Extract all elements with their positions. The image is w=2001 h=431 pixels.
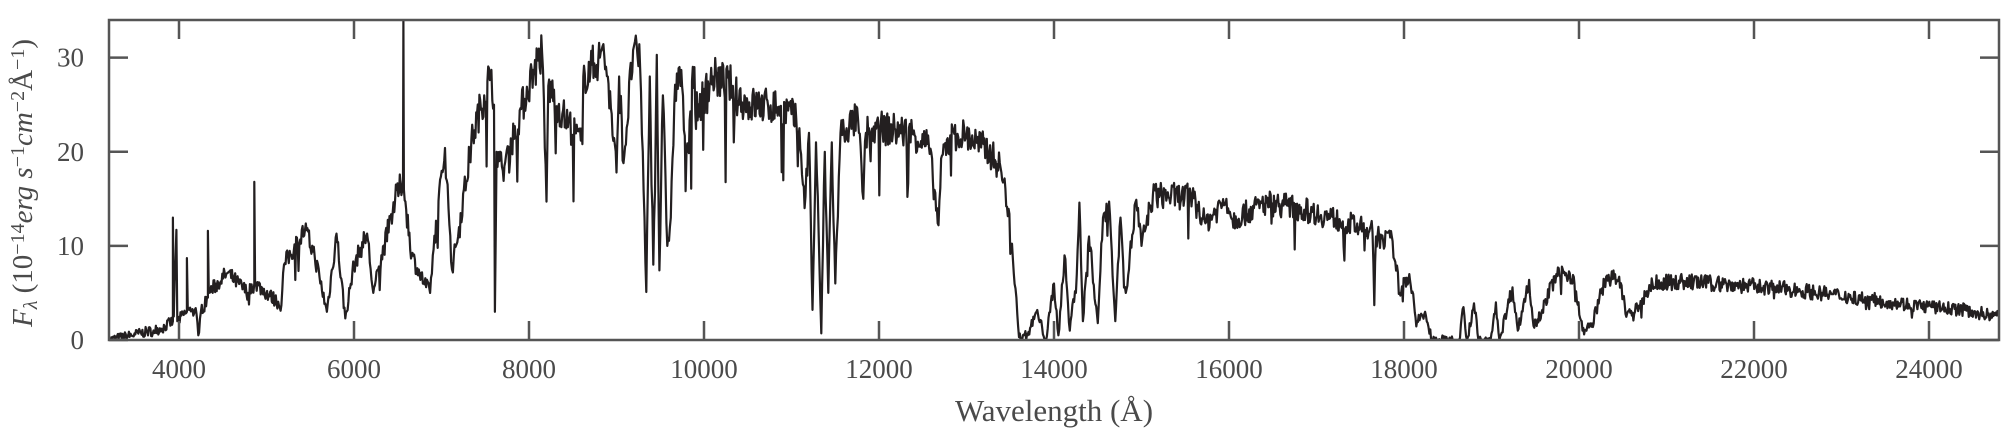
- y-axis-label-part: F: [7, 309, 39, 328]
- y-axis-label-part: −14: [7, 223, 29, 254]
- x-tick-label: 18000: [1370, 354, 1438, 384]
- x-tick-label: 10000: [670, 354, 738, 384]
- x-tick-label: 20000: [1545, 354, 1613, 384]
- y-axis-label-part: erg s: [7, 167, 39, 223]
- y-tick-label: 10: [57, 231, 84, 261]
- y-axis-label-part: (10: [7, 255, 39, 301]
- plot-area: [109, 20, 1999, 340]
- y-axis-label: Fλ (10−14erg s−1cm−2Å−1): [7, 39, 42, 328]
- x-tick-label: 12000: [845, 354, 913, 384]
- y-axis-label-part: ): [7, 39, 39, 49]
- x-tick-label: 16000: [1195, 354, 1263, 384]
- x-tick-label: 22000: [1720, 354, 1788, 384]
- x-tick-label: 6000: [327, 354, 381, 384]
- axes-frame: [107, 18, 2001, 342]
- y-tick-label: 30: [57, 43, 84, 73]
- y-axis-label-part: −2: [7, 91, 29, 112]
- y-axis-label-part: λ: [20, 300, 42, 310]
- y-tick-labels: 0 10 20 30: [57, 43, 84, 355]
- x-axis-label: Wavelength (Å): [955, 393, 1153, 428]
- x-tick-labels: 4000 6000 8000 10000 12000 14000 16000 18000 200…: [152, 354, 1963, 384]
- y-tick-label: 20: [57, 137, 84, 167]
- y-axis-label-part: cm: [7, 112, 39, 146]
- x-tick-label: 8000: [502, 354, 556, 384]
- x-tick-label: 14000: [1020, 354, 1088, 384]
- x-tick-label: 4000: [152, 354, 206, 384]
- y-axis-label-part: −1: [7, 146, 29, 167]
- x-tick-label: 24000: [1895, 354, 1963, 384]
- y-tick-label: 0: [71, 325, 85, 355]
- spectrum-line: [109, 20, 1999, 340]
- y-axis-label-part: −1: [7, 49, 29, 70]
- y-axis-label-part: Å: [7, 70, 39, 91]
